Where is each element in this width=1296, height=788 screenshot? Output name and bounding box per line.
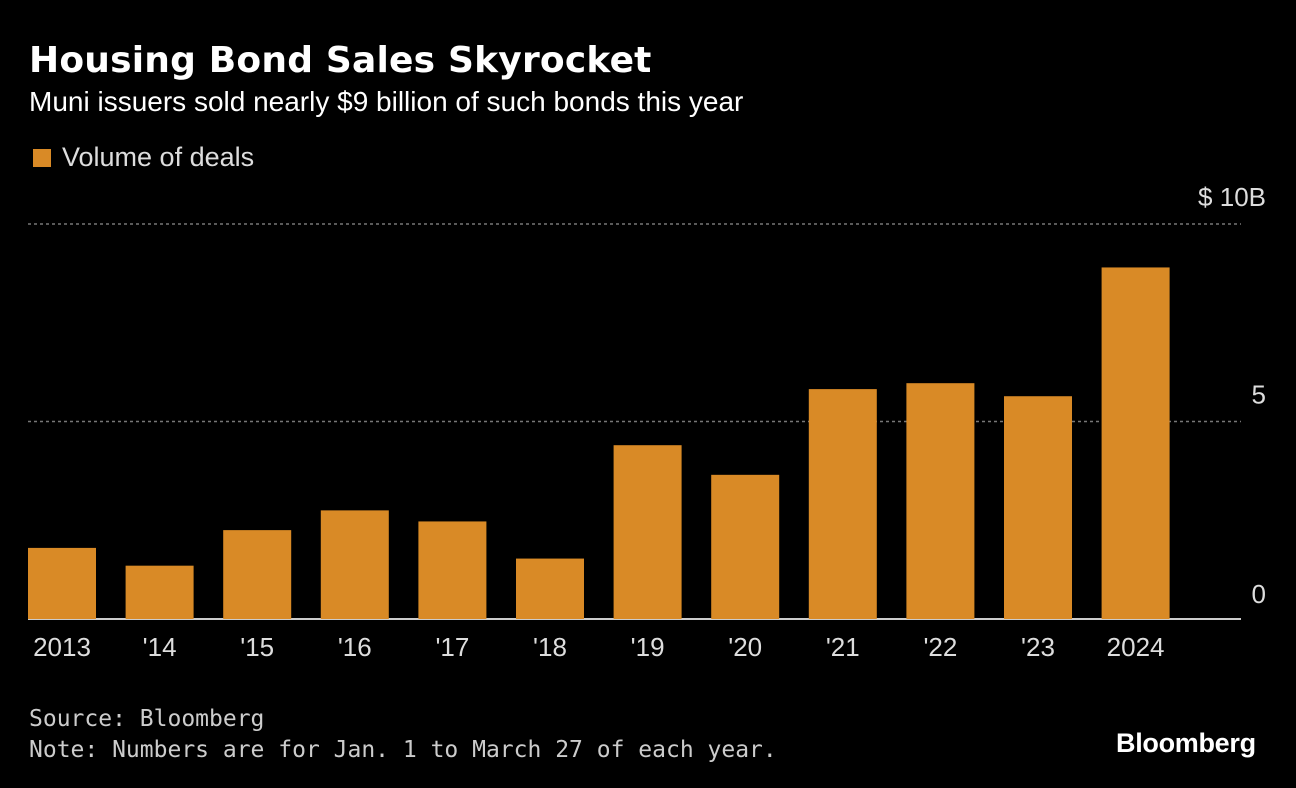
x-tick-label-2: '15 xyxy=(240,632,274,662)
x-tick-label-6: '19 xyxy=(631,632,665,662)
y-tick-label-2: 0 xyxy=(1252,579,1266,609)
legend-swatch xyxy=(33,148,51,167)
bar-2 xyxy=(223,530,292,619)
x-tick-label-5: '18 xyxy=(533,632,567,662)
bar-chart: 2013 '14 '15 '16 '17 '18 '19 '20 '21 '22 '23 2024 $… xyxy=(28,182,1266,662)
x-tick-label-4: '17 xyxy=(435,632,469,662)
bar-6 xyxy=(613,445,682,619)
chart-subtitle: Muni issuers sold nearly $9 billion of s… xyxy=(29,86,744,117)
y-axis-labels: $ 10B 5 0 xyxy=(1198,182,1266,609)
bar-8 xyxy=(808,389,877,619)
note-text: Note: Numbers are for Jan. 1 to March 27… xyxy=(29,737,777,763)
x-tick-label-10: '23 xyxy=(1021,632,1055,662)
chart-title: Housing Bond Sales Skyrocket xyxy=(29,40,652,81)
bar-5 xyxy=(516,558,584,619)
bar-10 xyxy=(1004,396,1072,619)
y-tick-label-1: 5 xyxy=(1252,380,1266,410)
bars xyxy=(28,267,1170,619)
bar-0 xyxy=(28,547,96,619)
x-tick-label-8: '21 xyxy=(826,632,860,662)
y-tick-label-0: $ 10B xyxy=(1198,182,1266,212)
bar-4 xyxy=(418,521,487,619)
legend: Volume of deals xyxy=(33,142,254,173)
bar-1 xyxy=(125,565,194,619)
footer-notes: Source: Bloomberg Note: Numbers are for … xyxy=(29,704,777,766)
x-axis-labels: 2013 '14 '15 '16 '17 '18 '19 '20 '21 '22 '23 2024 xyxy=(33,632,1164,662)
x-tick-label-9: '22 xyxy=(923,632,957,662)
bar-3 xyxy=(320,510,389,619)
bloomberg-logo: Bloomberg xyxy=(1116,728,1256,758)
x-tick-label-1: '14 xyxy=(143,632,177,662)
legend-label: Volume of deals xyxy=(62,142,255,172)
x-tick-label-11: 2024 xyxy=(1107,632,1165,662)
bar-11 xyxy=(1101,267,1170,619)
x-tick-label-0: 2013 xyxy=(33,632,91,662)
x-tick-label-3: '16 xyxy=(338,632,372,662)
bar-7 xyxy=(711,474,780,619)
bar-9 xyxy=(906,383,975,619)
source-text: Source: Bloomberg xyxy=(29,706,265,732)
x-tick-label-7: '20 xyxy=(728,632,762,662)
